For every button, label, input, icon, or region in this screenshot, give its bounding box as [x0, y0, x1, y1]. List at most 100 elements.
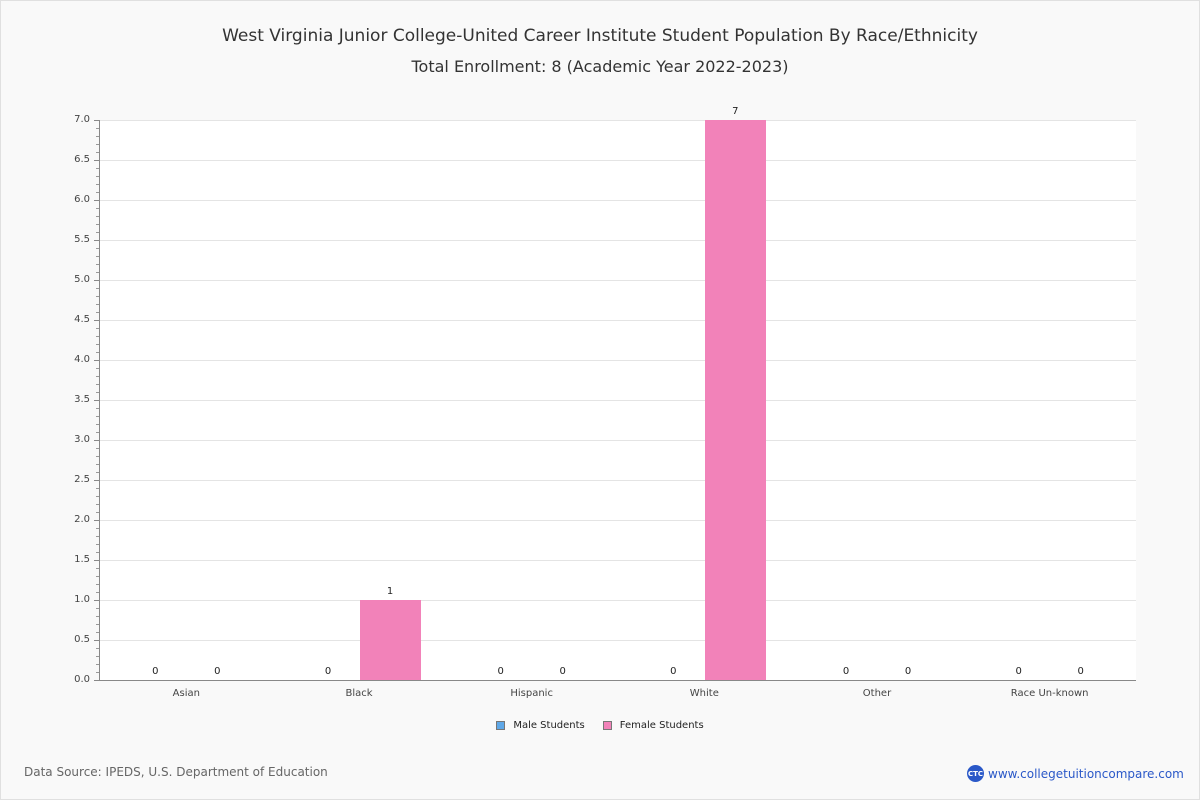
y-tick [94, 680, 99, 681]
data-label: 0 [1015, 666, 1022, 677]
y-minor-tick [96, 256, 99, 257]
y-minor-tick [96, 368, 99, 369]
y-minor-tick [96, 632, 99, 633]
bar-female-white[interactable] [704, 120, 766, 680]
y-minor-tick [96, 392, 99, 393]
gridline [100, 560, 1136, 561]
y-minor-tick [96, 272, 99, 273]
data-label: 7 [732, 106, 739, 117]
y-tick-label: 4.5 [74, 314, 90, 325]
y-minor-tick [96, 664, 99, 665]
y-minor-tick [96, 544, 99, 545]
y-tick-label: 6.5 [74, 154, 90, 165]
y-minor-tick [96, 208, 99, 209]
y-tick [94, 320, 99, 321]
chart-subtitle: Total Enrollment: 8 (Academic Year 2022-… [411, 57, 789, 76]
gridline [100, 320, 1136, 321]
y-minor-tick [96, 296, 99, 297]
legend: Male Students Female Students [0, 720, 1200, 731]
y-minor-tick [96, 328, 99, 329]
bar-female-black[interactable] [359, 600, 421, 680]
x-tick-label: Race Un-known [1010, 688, 1089, 699]
y-minor-tick [96, 344, 99, 345]
y-minor-tick [96, 288, 99, 289]
y-minor-tick [96, 488, 99, 489]
y-minor-tick [96, 176, 99, 177]
y-minor-tick [96, 248, 99, 249]
y-tick [94, 560, 99, 561]
legend-label-male: Male Students [513, 720, 585, 731]
legend-label-female: Female Students [619, 720, 704, 731]
y-tick-label: 0.5 [74, 634, 90, 645]
data-label: 0 [497, 666, 504, 677]
plot-area [100, 120, 1136, 680]
y-minor-tick [96, 592, 99, 593]
y-minor-tick [96, 656, 99, 657]
y-tick-label: 3.5 [74, 394, 90, 405]
gridline [100, 240, 1136, 241]
y-minor-tick [96, 568, 99, 569]
y-minor-tick [96, 528, 99, 529]
y-minor-tick [96, 216, 99, 217]
brand-link[interactable]: CTC www.collegetuitioncompare.com [967, 765, 1184, 782]
x-tick-label: White [689, 688, 719, 699]
y-minor-tick [96, 424, 99, 425]
data-label: 0 [152, 666, 159, 677]
y-minor-tick [96, 336, 99, 337]
x-tick-label: Other [862, 688, 892, 699]
y-minor-tick [96, 304, 99, 305]
y-minor-tick [96, 136, 99, 137]
y-minor-tick [96, 448, 99, 449]
y-minor-tick [96, 192, 99, 193]
y-minor-tick [96, 232, 99, 233]
y-tick-label: 1.5 [74, 554, 90, 565]
y-tick-label: 6.0 [74, 194, 90, 205]
y-tick-label: 4.0 [74, 354, 90, 365]
x-tick-label: Hispanic [510, 688, 553, 699]
gridline [100, 280, 1136, 281]
y-tick-label: 5.5 [74, 234, 90, 245]
y-tick-label: 0.0 [74, 674, 90, 685]
legend-item-female[interactable]: Female Students [602, 720, 704, 731]
legend-item-male[interactable]: Male Students [496, 720, 585, 731]
data-label: 0 [324, 666, 332, 677]
gridline [100, 360, 1136, 361]
chart-title: West Virginia Junior College-United Care… [222, 26, 978, 46]
y-minor-tick [96, 504, 99, 505]
y-minor-tick [96, 624, 99, 625]
y-minor-tick [96, 352, 99, 353]
gridline [100, 200, 1136, 201]
gridline [100, 520, 1136, 521]
y-minor-tick [96, 672, 99, 673]
data-label: 0 [214, 666, 221, 677]
gridline [100, 120, 1136, 121]
y-tick-label: 7.0 [74, 114, 90, 125]
data-label: 0 [559, 666, 566, 677]
y-tick [94, 120, 99, 121]
y-tick [94, 280, 99, 281]
brand-url: www.collegetuitioncompare.com [988, 766, 1184, 781]
data-label: 0 [670, 666, 677, 677]
y-minor-tick [96, 464, 99, 465]
y-minor-tick [96, 608, 99, 609]
y-tick-label: 2.5 [74, 474, 90, 485]
y-minor-tick [96, 648, 99, 649]
gridline [100, 160, 1136, 161]
legend-swatch-male [496, 721, 506, 730]
y-tick [94, 640, 99, 641]
y-tick-label: 3.0 [74, 434, 90, 445]
gridline [100, 400, 1136, 401]
y-minor-tick [96, 512, 99, 513]
y-tick [94, 240, 99, 241]
y-minor-tick [96, 408, 99, 409]
y-minor-tick [96, 144, 99, 145]
data-label: 0 [1077, 666, 1084, 677]
y-minor-tick [96, 416, 99, 417]
y-tick-label: 5.0 [74, 274, 90, 285]
x-tick-label: Asian [172, 688, 200, 699]
gridline [100, 440, 1136, 441]
data-label: 0 [904, 666, 912, 677]
gridline [100, 600, 1136, 601]
y-minor-tick [96, 496, 99, 497]
y-tick-label: 1.0 [74, 594, 90, 605]
